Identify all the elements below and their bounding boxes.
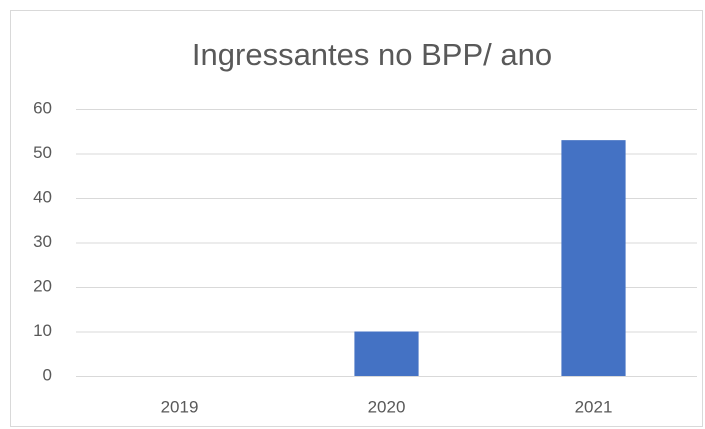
y-tick-label: 0 [43, 365, 52, 384]
bar [561, 140, 626, 376]
x-tick-label: 2019 [161, 397, 199, 416]
chart-title: Ingressantes no BPP/ ano [192, 37, 552, 72]
y-tick-label: 50 [33, 143, 52, 162]
y-tick-label: 60 [33, 98, 52, 117]
y-tick-label: 10 [33, 321, 52, 340]
x-tick-label: 2021 [575, 397, 613, 416]
bar [354, 331, 419, 376]
y-tick-label: 40 [33, 187, 52, 206]
x-tick-label: 2020 [368, 397, 406, 416]
y-tick-label: 30 [33, 232, 52, 251]
y-tick-label: 20 [33, 276, 52, 295]
